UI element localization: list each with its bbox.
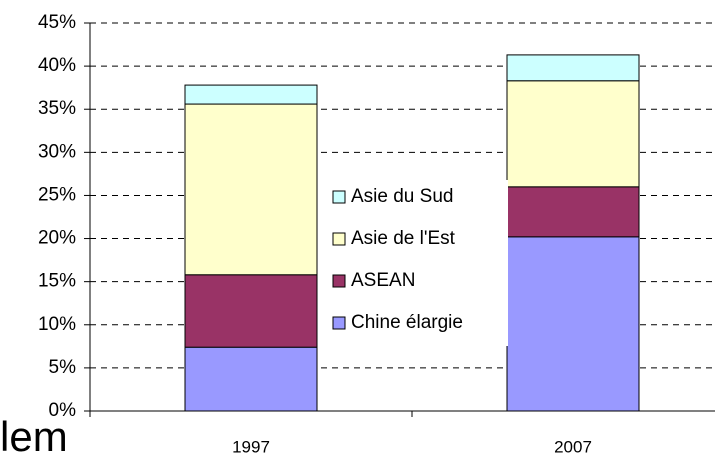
y-tick-label: 20% — [38, 228, 76, 249]
y-tick-label: 35% — [38, 98, 76, 119]
bar-segment — [506, 236, 640, 412]
y-tick-label: 45% — [38, 12, 76, 33]
x-tick-label: 1997 — [232, 437, 270, 456]
y-tick-label: 30% — [38, 141, 76, 162]
legend-swatch — [332, 274, 346, 288]
legend-swatch — [332, 316, 346, 330]
bar-segment — [506, 54, 640, 82]
bar-segment — [506, 186, 640, 238]
bar-segment — [184, 103, 318, 276]
legend-box — [318, 180, 508, 346]
bar-segment — [184, 84, 318, 105]
legend-swatch — [332, 190, 346, 204]
x-tick-label: 2007 — [554, 437, 592, 456]
legend: Chine élargie ASEAN Asie de l'Est Asie du S… — [318, 180, 508, 346]
cropped-text: lem — [0, 413, 68, 459]
legend-label: ASEAN — [351, 270, 415, 291]
y-tick-label: 5% — [49, 357, 77, 378]
bar-segment — [506, 80, 640, 188]
legend-label: Chine élargie — [351, 312, 463, 333]
legend-label: Asie du Sud — [351, 186, 453, 207]
legend-label: Asie de l'Est — [351, 228, 456, 249]
y-tick-label: 25% — [38, 184, 76, 205]
bar-segment — [184, 346, 318, 412]
legend-swatch — [332, 232, 346, 246]
y-tick-label: 10% — [38, 314, 76, 335]
y-tick-label: 15% — [38, 271, 76, 292]
y-tick-label: 0% — [49, 400, 77, 421]
y-tick-label: 40% — [38, 55, 76, 76]
bar-segment — [184, 274, 318, 348]
